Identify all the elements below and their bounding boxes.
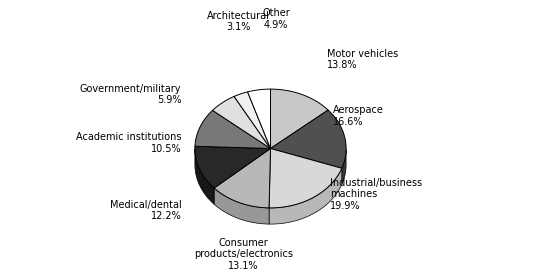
Polygon shape <box>234 92 270 148</box>
Text: Motor vehicles
13.8%: Motor vehicles 13.8% <box>327 49 399 70</box>
Text: Aerospace
16.6%: Aerospace 16.6% <box>333 105 384 127</box>
Polygon shape <box>270 110 346 168</box>
Polygon shape <box>342 150 346 184</box>
Polygon shape <box>248 89 270 148</box>
Text: Academic institutions
10.5%: Academic institutions 10.5% <box>76 132 181 154</box>
Polygon shape <box>195 149 214 204</box>
Polygon shape <box>214 188 269 224</box>
Text: Industrial/business
machines
19.9%: Industrial/business machines 19.9% <box>330 178 422 211</box>
Text: Medical/dental
12.2%: Medical/dental 12.2% <box>110 200 181 221</box>
Polygon shape <box>214 148 270 208</box>
Text: Consumer
products/electronics
13.1%: Consumer products/electronics 13.1% <box>194 238 293 270</box>
Polygon shape <box>213 96 270 148</box>
Polygon shape <box>269 168 342 224</box>
Text: Other
4.9%: Other 4.9% <box>262 8 290 30</box>
Text: Government/military
5.9%: Government/military 5.9% <box>80 84 181 105</box>
Polygon shape <box>195 146 270 188</box>
Polygon shape <box>195 110 270 148</box>
Text: Architectural
3.1%: Architectural 3.1% <box>207 11 269 32</box>
Polygon shape <box>270 89 328 148</box>
Polygon shape <box>269 148 342 208</box>
